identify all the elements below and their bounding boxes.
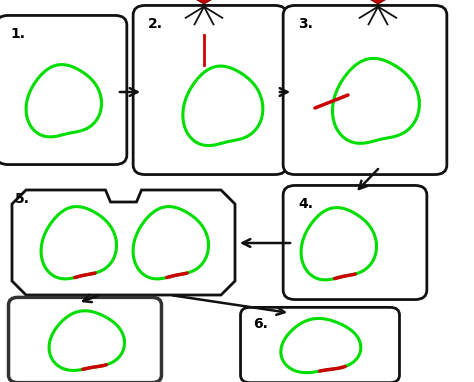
FancyBboxPatch shape: [283, 185, 427, 299]
Text: 3.: 3.: [298, 17, 313, 31]
Polygon shape: [365, 0, 392, 4]
Polygon shape: [191, 0, 218, 4]
Text: 4.: 4.: [298, 197, 313, 211]
FancyBboxPatch shape: [133, 5, 287, 175]
Text: 6.: 6.: [253, 317, 268, 331]
Text: 5.: 5.: [15, 192, 30, 206]
Polygon shape: [12, 190, 235, 295]
Text: 1.: 1.: [10, 27, 25, 41]
FancyBboxPatch shape: [0, 15, 127, 165]
FancyBboxPatch shape: [240, 308, 400, 382]
FancyBboxPatch shape: [283, 5, 447, 175]
FancyBboxPatch shape: [9, 297, 162, 382]
Text: 2.: 2.: [148, 17, 163, 31]
